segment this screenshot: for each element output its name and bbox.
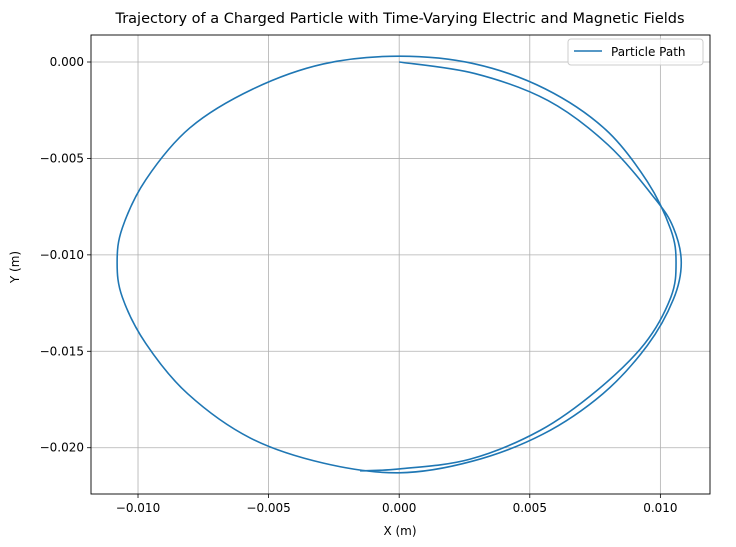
y-tick-label: −0.015 [40, 344, 84, 358]
plot-frame [90, 34, 711, 495]
series-line-particle-path [116, 55, 683, 474]
series-layer [116, 55, 683, 474]
ticks: −0.010 −0.005 0.000 0.005 0.010 0.000 −0.005 −0… [40, 55, 678, 515]
legend-box [567, 38, 704, 66]
y-tick-label: 0.000 [50, 55, 84, 69]
chart-title: Trajectory of a Charged Particle with Ti… [114, 11, 684, 27]
y-tick-label: −0.010 [40, 248, 84, 262]
legend-label: Particle Path [611, 45, 686, 59]
x-tick-label: −0.005 [246, 501, 290, 515]
x-tick-label: 0.005 [513, 501, 547, 515]
x-axis-label: X (m) [383, 524, 416, 538]
x-tick-label: 0.010 [643, 501, 677, 515]
y-tick-label: −0.005 [40, 151, 84, 165]
y-axis-label: Y (m) [8, 251, 22, 284]
y-tick-label: −0.020 [40, 441, 84, 455]
x-tick-label: 0.000 [382, 501, 416, 515]
x-tick-label: −0.010 [116, 501, 160, 515]
grid [91, 35, 710, 494]
legend: Particle Path [567, 38, 704, 66]
